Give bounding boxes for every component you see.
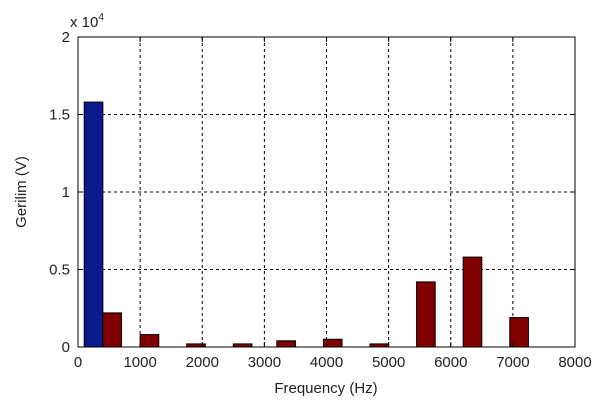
x-axis-label: Frequency (Hz) xyxy=(274,380,377,397)
y-tick-label: 0 xyxy=(62,339,70,356)
y-axis-label: Gerilim (V) xyxy=(13,156,30,228)
x-tick-label: 7000 xyxy=(496,354,529,371)
y-tick-labels: 0 0.5 1 1.5 2 xyxy=(49,29,70,356)
grid-lines xyxy=(78,37,575,347)
x-tick-label: 3000 xyxy=(248,354,281,371)
x-tick-label: 4000 xyxy=(310,354,343,371)
y-tick-label: 2 xyxy=(62,29,70,46)
y-multiplier: x 104 xyxy=(70,12,104,31)
bar xyxy=(416,281,436,348)
bar xyxy=(102,312,122,348)
bar xyxy=(139,334,160,348)
y-tick-label: 1 xyxy=(62,184,70,201)
y-tick-label: 1.5 xyxy=(49,107,70,124)
axis-ticks xyxy=(77,36,576,348)
x-tick-label: 5000 xyxy=(372,354,405,371)
x-tick-label: 2000 xyxy=(186,354,219,371)
bar xyxy=(276,340,296,348)
bar xyxy=(462,256,483,348)
x-tick-label: 6000 xyxy=(434,354,467,371)
y-tick-label: 0.5 xyxy=(49,262,70,279)
bar xyxy=(83,101,104,348)
x-tick-label: 1000 xyxy=(123,354,156,371)
x-tick-labels: 0 1000 2000 3000 4000 5000 6000 7000 8000 xyxy=(74,354,592,371)
x-tick-label: 8000 xyxy=(558,354,591,371)
x-tick-label: 0 xyxy=(74,354,82,371)
